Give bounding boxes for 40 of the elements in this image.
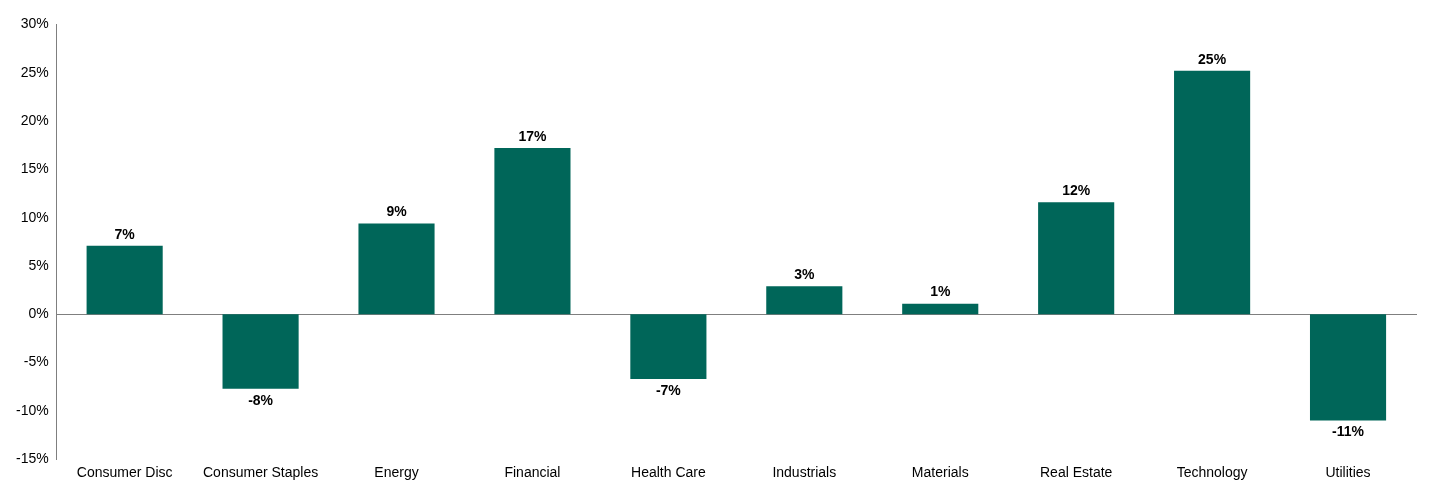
x-tick-label: Financial (504, 464, 561, 481)
data-label: -11% (1332, 423, 1365, 440)
data-label: 7% (114, 225, 136, 242)
y-tick-label: 10% (20, 208, 49, 225)
y-tick-label: 5% (28, 256, 49, 273)
x-tick-label: Industrials (772, 464, 837, 481)
bar (902, 303, 979, 315)
bar (358, 223, 435, 315)
bar (222, 314, 299, 389)
data-label: 1% (930, 283, 951, 300)
x-tick-label: Real Estate (1039, 464, 1113, 481)
data-label: -8% (248, 391, 274, 408)
x-tick-label: Health Care (631, 464, 706, 481)
y-tick-label: -15% (16, 450, 49, 467)
x-tick-label: Materials (911, 464, 969, 481)
x-tick-label: Technology (1176, 464, 1248, 481)
bar (630, 314, 707, 379)
y-tick-label: -5% (23, 353, 49, 370)
bar (494, 148, 571, 315)
y-tick-label: -10% (16, 401, 49, 418)
data-label: 3% (794, 266, 815, 283)
bar (766, 286, 843, 315)
x-tick-label: Consumer Disc (76, 464, 173, 481)
data-label: 17% (518, 127, 547, 144)
bar (1038, 202, 1115, 315)
y-tick-label: 30% (20, 15, 49, 32)
x-tick-label: Energy (374, 464, 419, 481)
bar (86, 245, 163, 315)
data-label: 25% (1198, 50, 1227, 67)
y-tick-label: 25% (20, 63, 49, 80)
x-tick-label: Consumer Staples (202, 464, 319, 481)
x-tick-label: Utilities (1325, 464, 1371, 481)
y-tick-label: 15% (20, 160, 49, 177)
bar (1174, 70, 1251, 315)
y-tick-label: 20% (20, 111, 49, 128)
y-tick-label: 0% (28, 305, 49, 322)
data-label: 9% (386, 203, 408, 220)
data-label: 12% (1062, 182, 1091, 199)
data-label: -7% (655, 381, 682, 398)
bar (1309, 314, 1387, 421)
